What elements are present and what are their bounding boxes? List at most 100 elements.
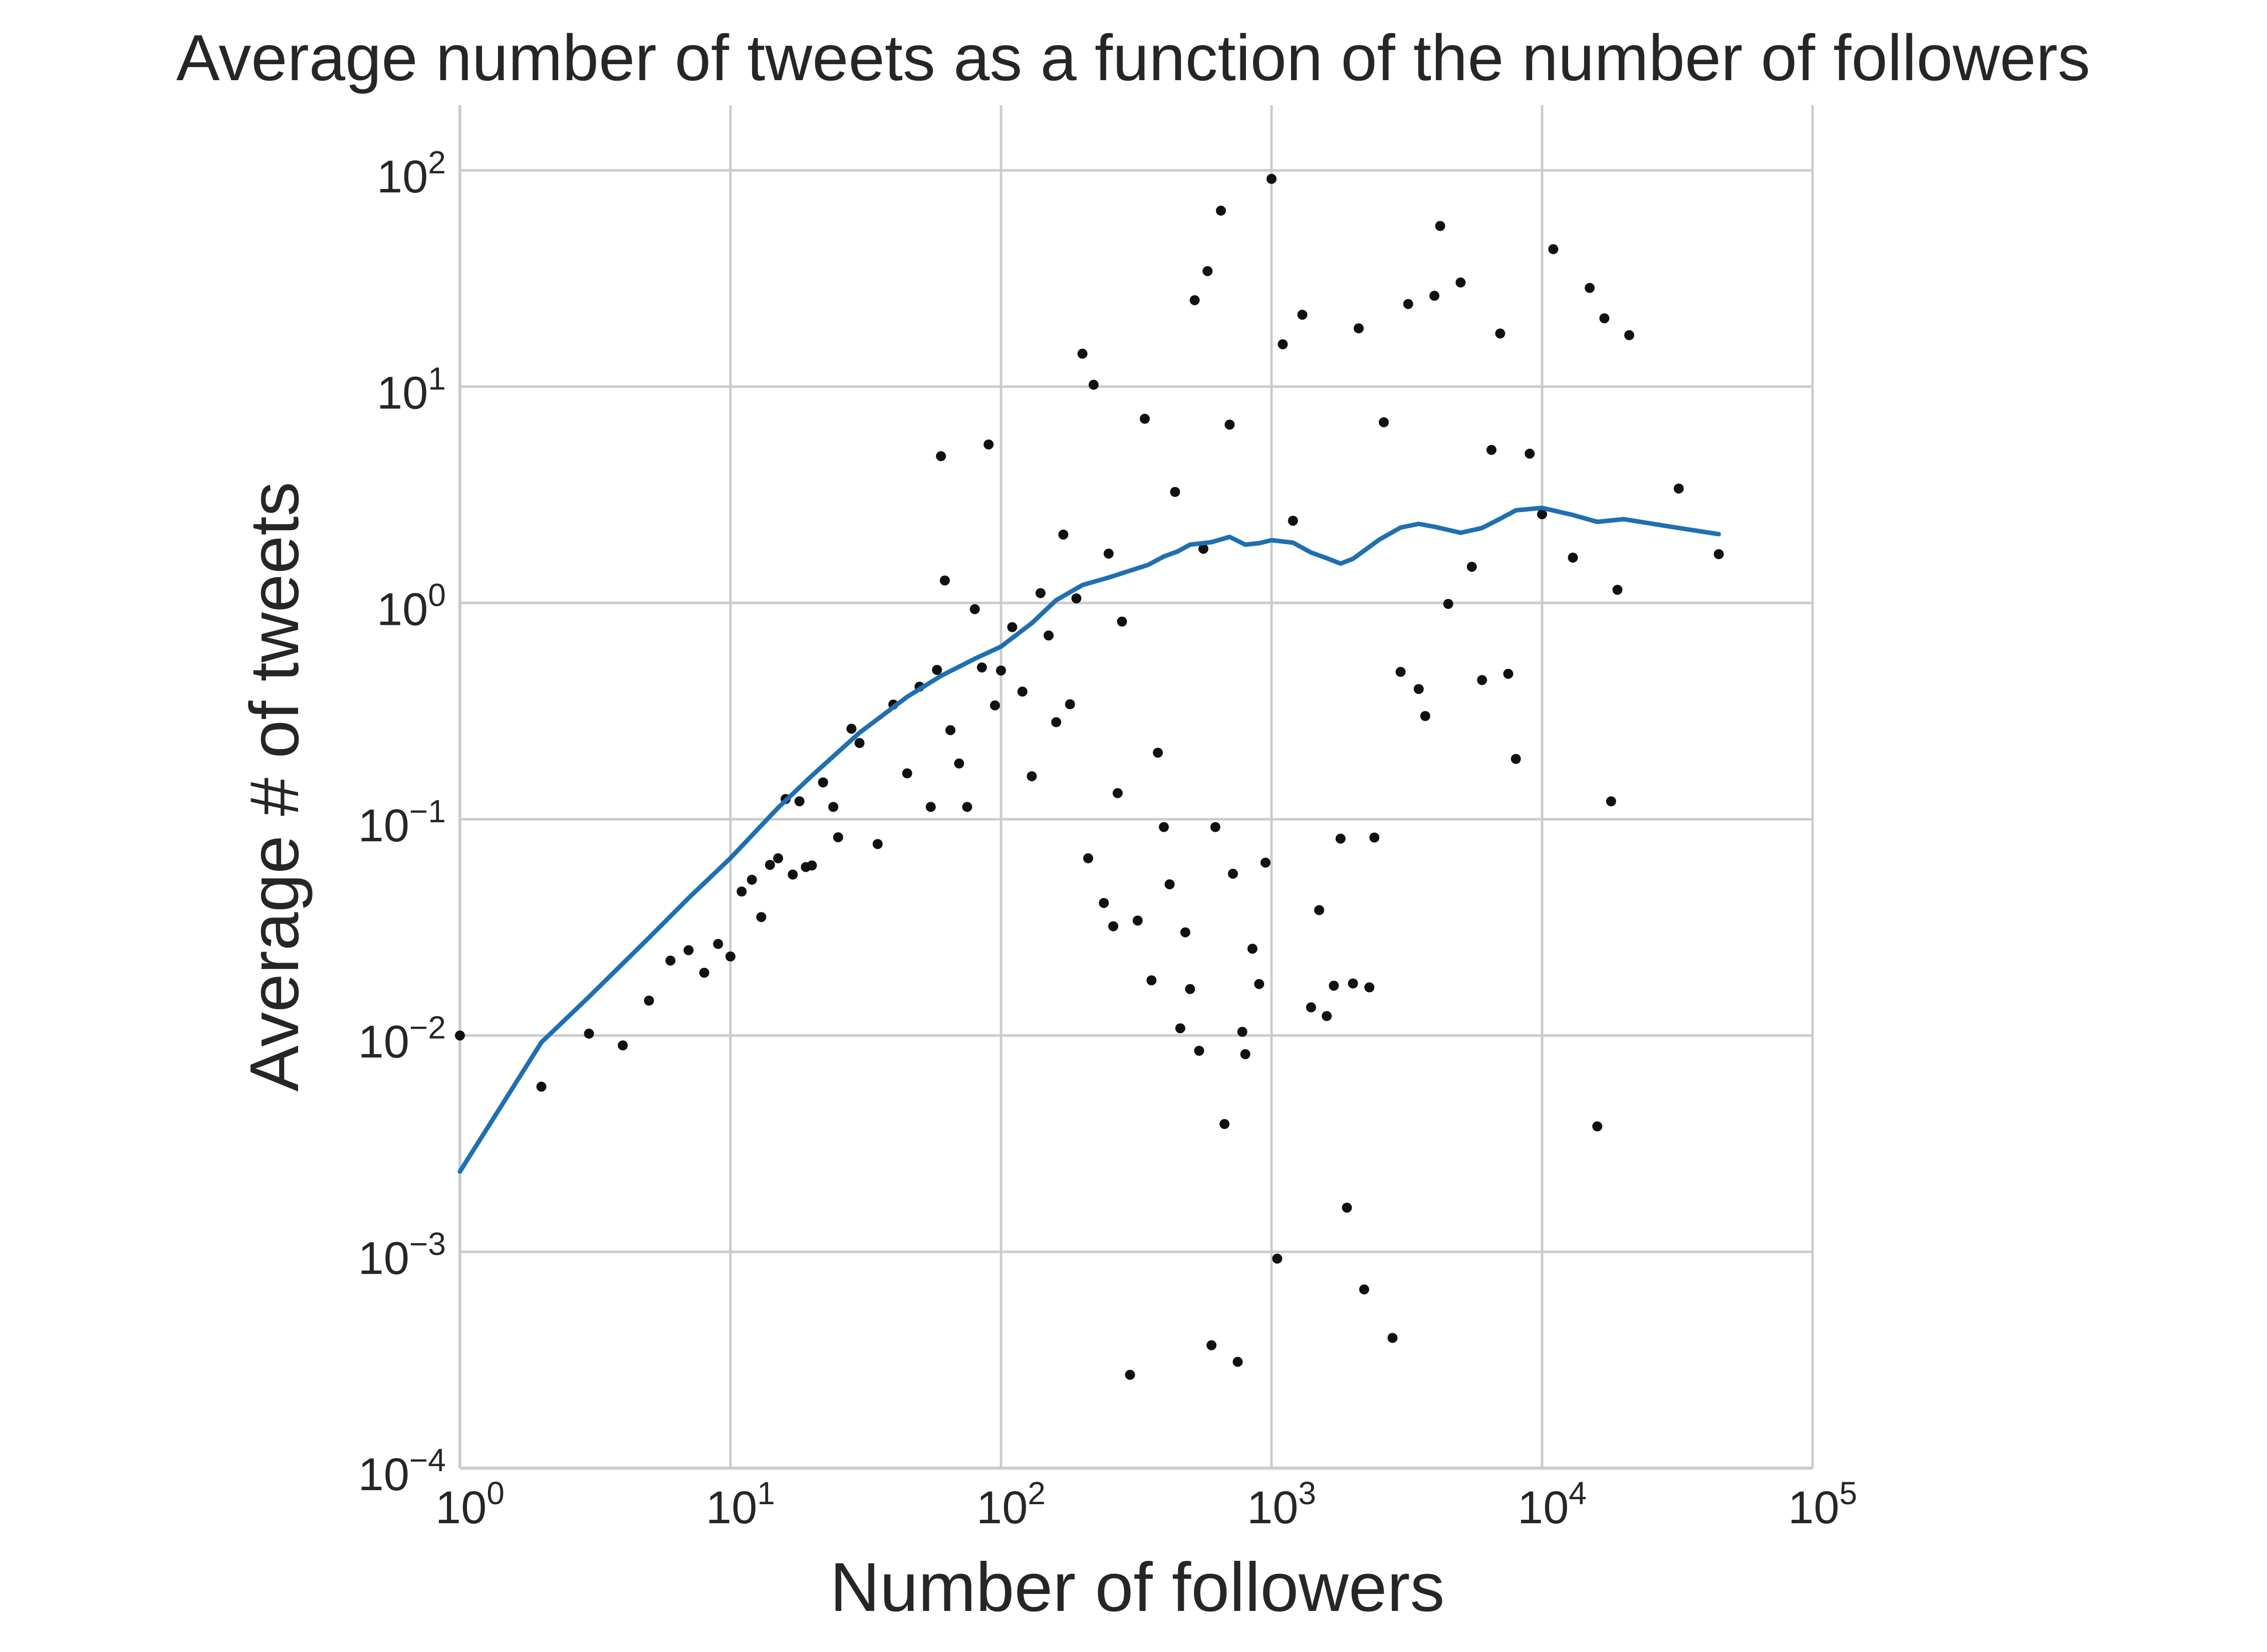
scatter-point (939, 575, 950, 586)
scatter-point (1153, 748, 1163, 758)
y-axis-label: Average # of tweets (236, 482, 313, 1091)
scatter-point (1035, 588, 1046, 598)
scatter-point (932, 665, 942, 675)
scatter-point (1099, 898, 1109, 908)
scatter-point (1510, 754, 1521, 764)
scatter-point (1083, 853, 1093, 863)
scatter-point (1486, 444, 1496, 455)
scatter-point (990, 700, 1000, 711)
y-tick-label: 100 (377, 577, 446, 635)
scatter-point (936, 451, 946, 461)
scatter-point (1159, 822, 1169, 832)
scatter-point (1354, 323, 1364, 334)
scatter-point (1228, 868, 1238, 879)
scatter-point (1247, 943, 1257, 954)
scatter-point (536, 1081, 547, 1092)
scatter-point (1065, 699, 1075, 710)
x-tick-label: 104 (1518, 1475, 1587, 1533)
scatter-point (846, 724, 857, 734)
grid (458, 105, 1814, 1470)
scatter-point (1027, 771, 1037, 782)
scatter-point (1335, 833, 1346, 844)
scatter-point (1585, 283, 1595, 293)
scatter-point (1364, 982, 1375, 993)
scatter-point (1443, 599, 1453, 609)
scatter-point (969, 604, 980, 614)
scatter-point (1185, 984, 1195, 994)
y-tick-label: 10−3 (358, 1226, 446, 1284)
x-tick-label: 101 (706, 1475, 775, 1533)
scatter-point (996, 665, 1006, 676)
x-tick-label: 102 (976, 1475, 1046, 1533)
x-tick-label: 100 (435, 1475, 505, 1533)
scatter-point (1612, 585, 1623, 595)
scatter-point (1503, 668, 1514, 679)
scatter-point (828, 802, 839, 812)
x-tick-label: 105 (1788, 1475, 1857, 1533)
trend-line (457, 506, 1721, 1174)
scatter-point (1267, 174, 1277, 184)
scatter-point (1342, 1203, 1352, 1213)
scatter-point (925, 802, 936, 812)
scatter-point (1007, 622, 1018, 632)
scatter-point (1525, 448, 1535, 459)
scatter-point (818, 777, 828, 788)
scatter-point (872, 839, 883, 849)
scatter-point (788, 869, 798, 880)
scatter-point (1224, 419, 1235, 430)
scatter-point (1170, 487, 1180, 497)
y-tick-label: 10−4 (358, 1442, 446, 1500)
scatter-point (618, 1040, 628, 1051)
trend-lines (457, 506, 1721, 1174)
scatter-point (1297, 310, 1308, 320)
scatter-point (1232, 1356, 1243, 1367)
scatter-point (1240, 1049, 1250, 1059)
scatter-point (1206, 1340, 1217, 1350)
scatter-point (1435, 221, 1445, 231)
scatter-point (1429, 291, 1440, 301)
scatter-point (1112, 788, 1123, 798)
scatter-point (1146, 975, 1157, 986)
scatter-point (1108, 921, 1119, 931)
scatter-point (455, 1030, 465, 1041)
scatter-point (962, 802, 972, 812)
scatter-point (976, 662, 987, 673)
scatter-point (1369, 832, 1380, 843)
scatter-point (1237, 1027, 1247, 1037)
y-tick-label: 10−2 (358, 1010, 446, 1068)
scatter-point (1413, 684, 1424, 694)
scatter-point (1359, 1284, 1369, 1295)
scatter-point (1322, 1011, 1332, 1021)
scatter-point (1272, 1253, 1283, 1264)
scatter-point (983, 439, 994, 450)
scatter-point (833, 832, 843, 842)
scatter-point (1202, 266, 1213, 277)
scatter-point (1103, 548, 1114, 559)
scatter-point (902, 768, 912, 779)
scatter-point (1210, 822, 1220, 832)
scatter-point (1088, 379, 1099, 390)
scatter-point (773, 853, 784, 863)
scatter-point (1548, 244, 1559, 255)
scatter-point (683, 945, 694, 956)
scatter-point (1254, 979, 1265, 989)
scatter-point (1044, 630, 1054, 641)
scatter-point (1673, 484, 1684, 494)
y-tick-label: 101 (377, 361, 446, 419)
scatter-point (1219, 1119, 1230, 1129)
scatter-point (954, 758, 964, 769)
scatter-point (1017, 686, 1028, 697)
scatter-point (1132, 915, 1143, 926)
scatter-point (1117, 616, 1127, 627)
scatter-point (746, 874, 757, 885)
scatter-point (1058, 529, 1069, 540)
scatter-point (1495, 328, 1505, 339)
y-tick-label: 10−1 (358, 793, 446, 851)
scatter-point (1466, 562, 1477, 572)
scatter-point (1713, 549, 1724, 559)
scatter-point (1314, 905, 1325, 915)
scatter-point (1306, 1002, 1316, 1013)
scatter-point (1537, 509, 1547, 520)
